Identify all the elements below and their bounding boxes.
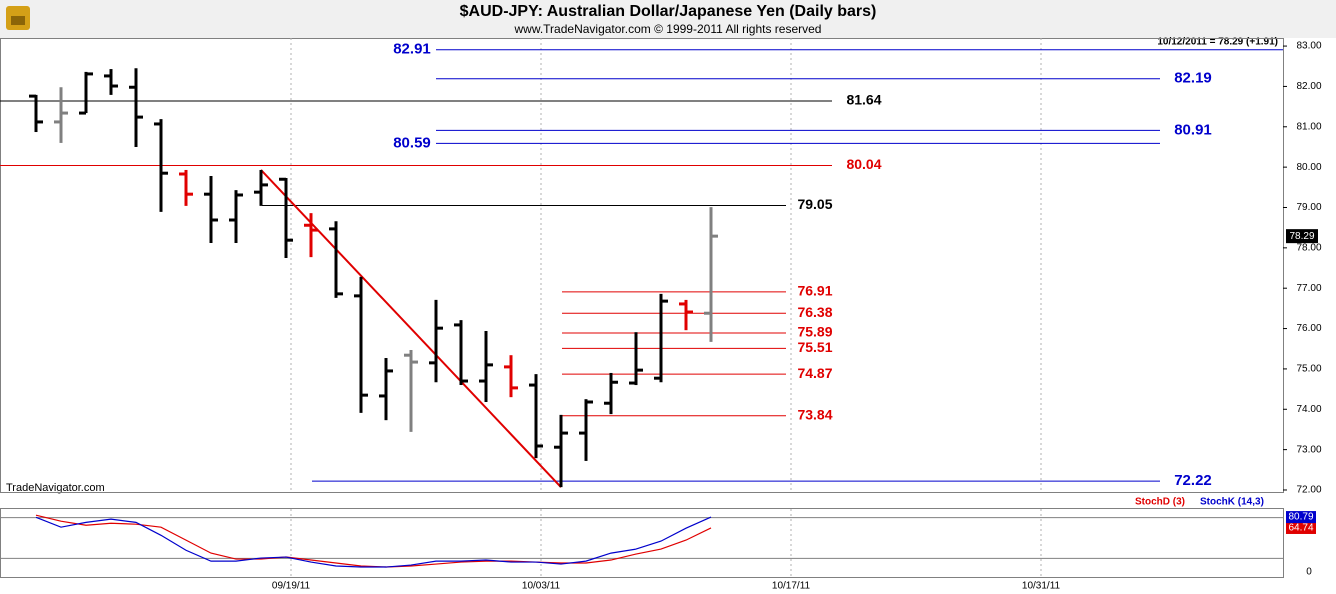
y-tick-label: 83.00 bbox=[1296, 41, 1321, 52]
level-label: 76.38 bbox=[797, 304, 832, 320]
watermark: TradeNavigator.com bbox=[6, 482, 105, 494]
stoch-line bbox=[35, 516, 712, 568]
y-tick-label: 81.00 bbox=[1296, 121, 1321, 132]
header-note: 10/12/2011 = 78.29 (+1.91) bbox=[1157, 37, 1278, 48]
level-label: 82.91 bbox=[393, 41, 431, 58]
last-price-label: 78.29 bbox=[1289, 231, 1314, 242]
x-tick-label: 09/19/11 bbox=[272, 581, 311, 592]
level-label: 75.51 bbox=[797, 339, 832, 355]
level-label: 75.89 bbox=[797, 324, 832, 340]
legend-label: StochD (3) bbox=[1135, 497, 1185, 508]
logo-icon bbox=[6, 6, 30, 30]
last-value-box bbox=[1286, 511, 1316, 524]
y-tick-label: 74.00 bbox=[1296, 404, 1321, 415]
chart-subtitle: www.TradeNavigator.com © 1999-2011 All r… bbox=[514, 22, 822, 36]
last-value-box bbox=[1286, 521, 1316, 534]
chart-title: $AUD-JPY: Australian Dollar/Japanese Yen… bbox=[460, 3, 877, 20]
level-label: 74.87 bbox=[797, 365, 832, 381]
last-value-label: 64.74 bbox=[1288, 523, 1313, 534]
price-panel-frame bbox=[0, 38, 1284, 493]
x-tick-label: 10/03/11 bbox=[522, 581, 561, 592]
last-price-box bbox=[1286, 229, 1318, 244]
y-tick-label: 77.00 bbox=[1296, 283, 1321, 294]
y-tick-label: 82.00 bbox=[1296, 81, 1321, 92]
level-label: 80.59 bbox=[393, 134, 431, 151]
level-label: 73.84 bbox=[797, 406, 832, 422]
level-label: 80.91 bbox=[1174, 121, 1212, 138]
y-tick-label: 73.00 bbox=[1296, 444, 1321, 455]
level-label: 72.22 bbox=[1174, 472, 1212, 489]
stoch-panel-frame bbox=[0, 508, 1284, 578]
x-tick-label: 10/31/11 bbox=[1022, 581, 1061, 592]
level-label: 80.04 bbox=[846, 156, 881, 172]
y-tick-label: 78.00 bbox=[1296, 242, 1321, 253]
level-label: 76.91 bbox=[797, 283, 832, 299]
y-tick-label: 72.00 bbox=[1296, 485, 1321, 496]
y-tick-label: 0 bbox=[1306, 567, 1312, 578]
y-tick-label: 76.00 bbox=[1296, 323, 1321, 334]
x-tick-label: 10/17/11 bbox=[772, 581, 811, 592]
y-tick-label: 80.00 bbox=[1296, 162, 1321, 173]
y-tick-label: 75.00 bbox=[1296, 364, 1321, 375]
header-bar bbox=[0, 0, 1336, 38]
last-value-label: 80.79 bbox=[1288, 512, 1313, 523]
level-label: 79.05 bbox=[797, 196, 832, 212]
level-label: 82.19 bbox=[1174, 70, 1212, 87]
level-label: 81.64 bbox=[846, 92, 881, 108]
legend-label: StochK (14,3) bbox=[1200, 497, 1264, 508]
y-tick-label: 79.00 bbox=[1296, 202, 1321, 213]
